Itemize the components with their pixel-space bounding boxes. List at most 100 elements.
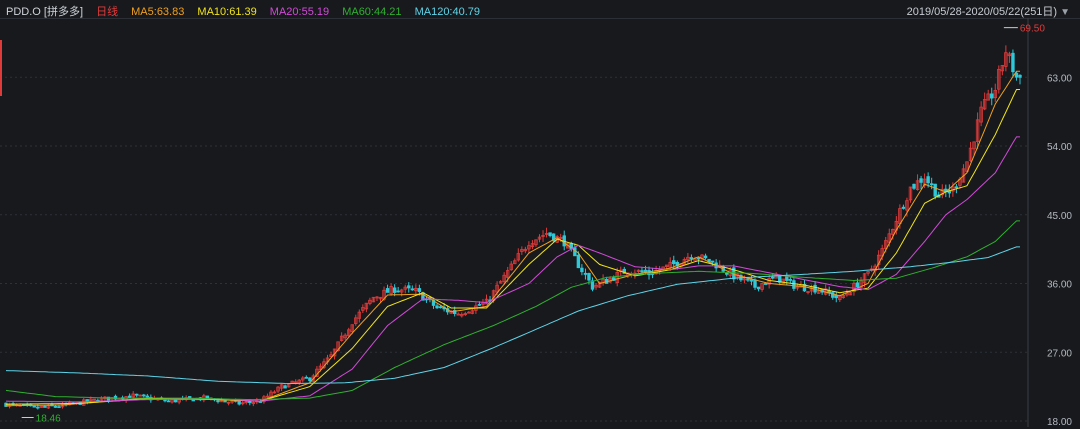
candle-body (142, 394, 146, 397)
candle-body (587, 273, 591, 281)
candle-body (7, 403, 12, 407)
candle-body (527, 245, 531, 250)
candle-body (544, 233, 549, 235)
candle-body (364, 302, 369, 310)
candle-body (513, 260, 517, 265)
low-label: 18.46 (36, 413, 61, 424)
candle-body (304, 376, 309, 379)
date-range-label: 2019/05/28-2020/05/22(251日) (906, 6, 1058, 18)
candle-body (912, 183, 916, 189)
candle-body (576, 254, 581, 269)
candle-body (145, 395, 150, 398)
candle-body (347, 329, 351, 337)
candle-body (725, 272, 729, 275)
candle-body (1014, 72, 1019, 78)
candle-body (990, 93, 994, 99)
candle-body (509, 263, 513, 271)
candle-body (523, 248, 528, 252)
candle-body (495, 284, 499, 293)
candle-body (241, 402, 245, 405)
candle-body (961, 168, 966, 183)
left-price-marker (0, 40, 2, 96)
candle-body (244, 401, 248, 404)
candle-body (219, 400, 224, 403)
annotations: 69.50 18.46 (0, 24, 1045, 424)
candle-body (237, 400, 241, 405)
candle-body (407, 285, 411, 289)
candle-body (929, 183, 934, 186)
ma60-line (5, 220, 1020, 401)
candle-body (311, 375, 316, 382)
candle-body (336, 341, 340, 351)
candle-body (689, 257, 694, 259)
candle-body (908, 186, 913, 201)
ma20-label: MA20:55.19 (269, 6, 330, 18)
candle-body (636, 269, 641, 272)
candle-body (841, 295, 846, 298)
candle-body (901, 206, 906, 209)
candle-body (396, 290, 400, 293)
ma5-label: MA5:63.83 (131, 6, 185, 18)
candle-body (135, 393, 139, 396)
candle-body (431, 299, 436, 306)
candle-body (516, 253, 520, 261)
candle-body (703, 255, 708, 259)
ma60-label: MA60:44.21 (342, 6, 402, 18)
gridlines (0, 18, 1029, 427)
candle-body (979, 106, 983, 123)
candle-body (89, 398, 93, 402)
candle-body (414, 287, 418, 292)
candle-body (400, 289, 404, 293)
candle-body (597, 281, 602, 288)
candle-body (749, 279, 754, 282)
candle-body (866, 271, 870, 274)
candle-body (884, 240, 888, 249)
candle-body (968, 147, 973, 161)
chart-legend: PDD.O [拼多多] 日线 MA5:63.83 MA10:61.39 MA20… (6, 3, 490, 18)
candle-body (622, 268, 626, 274)
candle-body (520, 249, 524, 252)
period-label[interactable]: 日线 (96, 6, 119, 18)
candle-body (1007, 53, 1012, 57)
candle-body (357, 311, 362, 319)
y-tick-label: 54.00 (1047, 142, 1072, 153)
candle-body (463, 313, 468, 315)
candle-body (131, 393, 135, 398)
chevron-down-icon[interactable]: ▼ (1060, 7, 1070, 18)
candle-body (453, 310, 457, 314)
candle-body (792, 280, 796, 289)
candle-body (375, 296, 379, 299)
candle-body (417, 288, 422, 292)
candle-body (767, 277, 771, 285)
candle-body (919, 178, 923, 183)
candle-body (361, 307, 365, 311)
candle-body (403, 286, 407, 290)
candle-body (933, 183, 937, 197)
candle-body (36, 406, 40, 409)
ma5-line (6, 70, 1020, 407)
candle-body (862, 273, 867, 284)
candle-body (997, 68, 1001, 90)
header-divider (0, 18, 1080, 19)
candle-body (785, 276, 789, 281)
candle-body (664, 264, 669, 268)
candle-body (251, 402, 256, 405)
candle-body (216, 400, 220, 403)
candle-body (541, 235, 545, 237)
candle-body (982, 99, 987, 110)
candle-body (763, 283, 768, 285)
ma120-label: MA120:40.79 (414, 6, 481, 18)
candle-body (852, 282, 856, 292)
candle-body (1000, 65, 1005, 72)
candle-body (297, 379, 301, 384)
candle-body (272, 391, 277, 394)
candle-body (965, 161, 969, 172)
y-tick-label: 27.00 (1047, 348, 1072, 359)
candle-body (343, 334, 347, 339)
candle-body (558, 237, 563, 239)
candle-body (230, 400, 234, 403)
candle-body (746, 278, 750, 281)
date-range[interactable]: 2019/05/28-2020/05/22(251日) ▼ (907, 3, 1070, 19)
candle-body (226, 401, 231, 404)
candle-body (668, 261, 672, 268)
